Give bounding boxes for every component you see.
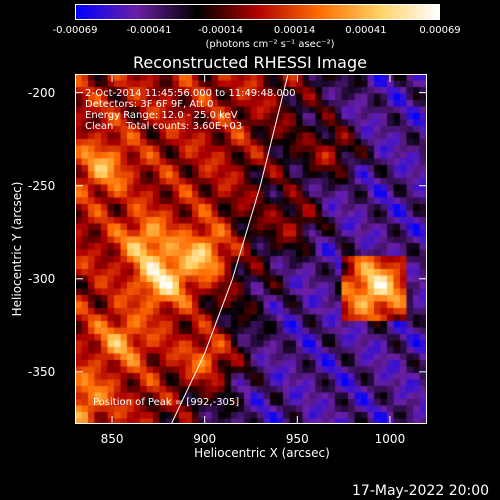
y-tick-label: -300 [28, 271, 56, 286]
y-axis-label: Heliocentric Y (arcsec) [10, 181, 24, 317]
heatmap-image [75, 74, 427, 424]
colorbar-tick: -0.00041 [126, 25, 172, 36]
colorbar [75, 4, 440, 20]
peak-position-text: Position of Peak = [992,-305] [93, 397, 240, 408]
x-tick-label: 1000 [374, 432, 406, 446]
x-tick-label: 950 [285, 432, 309, 446]
y-tick-label: -350 [28, 364, 56, 379]
plot-area [75, 74, 427, 424]
generation-date: 17-May-2022 20:00 [352, 483, 490, 499]
colorbar-tick: 0.00069 [419, 25, 461, 36]
observation-annotation: 2-Oct-2014 11:45:56.000 to 11:49:48.000 D… [85, 88, 296, 132]
colorbar-tick: 0.00041 [345, 25, 387, 36]
y-tick-label: -250 [28, 178, 56, 193]
colorbar-tick: 0.00014 [273, 25, 316, 36]
y-tick-label: -200 [28, 85, 56, 100]
time-range-text: 2-Oct-2014 11:45:56.000 to 11:49:48.000 [85, 88, 296, 99]
colorbar-tick: -0.00069 [52, 25, 98, 36]
energy-range-text: Energy Range: 12.0 - 25.0 keV [85, 110, 238, 121]
x-tick-label: 850 [100, 432, 124, 446]
chart-title: Reconstructed RHESSI Image [133, 53, 367, 72]
detectors-text: Detectors: 3F 6F 9F, Att 0 [85, 99, 214, 110]
solar-limb-line [170, 74, 289, 424]
colorbar-unit-label: (photons cm⁻² s⁻¹ asec⁻²) [205, 39, 335, 50]
colorbar-tick: -0.00014 [197, 25, 243, 36]
plot-overlay [75, 74, 427, 424]
plot-frame [75, 74, 427, 424]
x-tick-label: 900 [193, 432, 217, 446]
x-axis-label: Heliocentric X (arcsec) [194, 446, 330, 460]
method-counts-text: Clean Total counts: 3.60E+03 [85, 121, 243, 132]
